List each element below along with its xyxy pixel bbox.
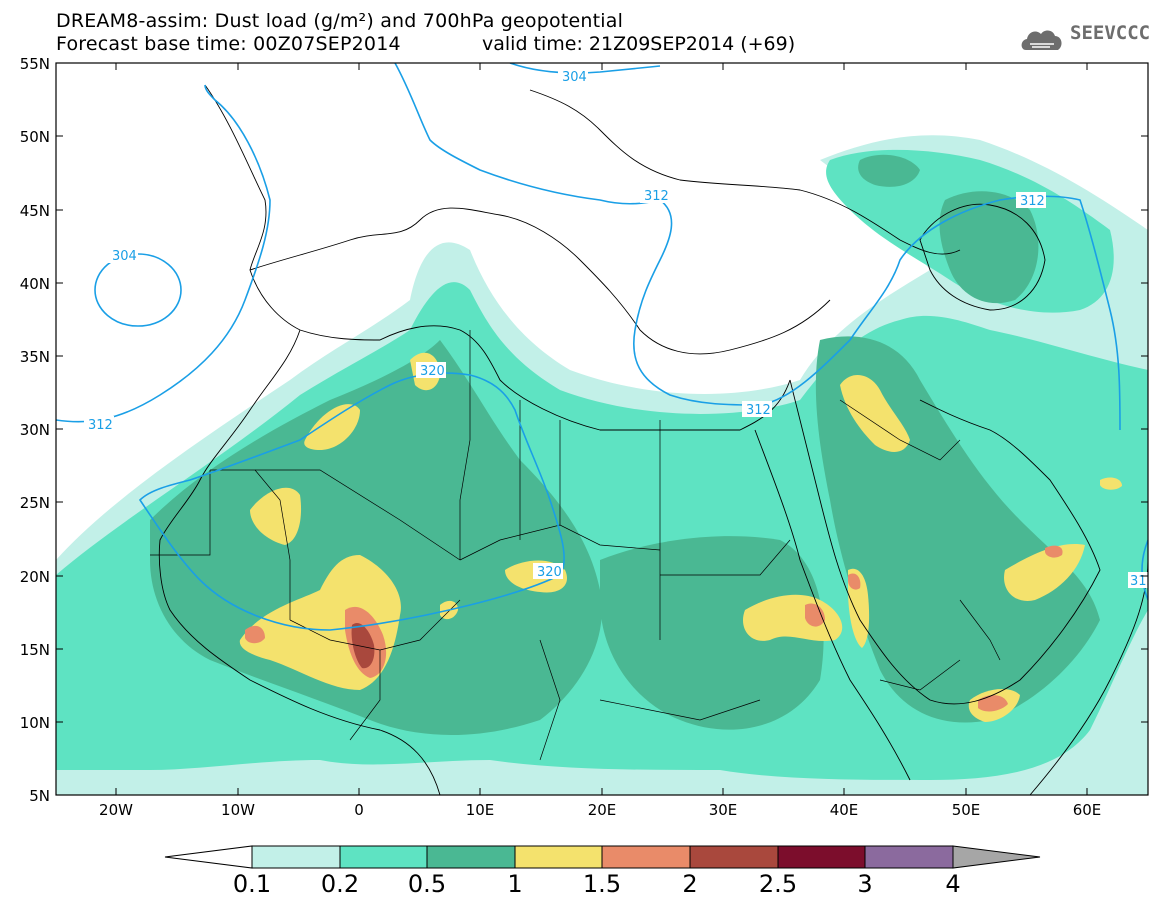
logo-text: SEEVCCC [1070, 22, 1151, 44]
contour-320 [138, 372, 565, 631]
dust-band-1-n1 [304, 404, 360, 450]
lat-label: 25N [20, 494, 50, 512]
contour-label: 312 [88, 418, 113, 433]
geopotential-contours [56, 63, 1148, 631]
forecast-base-time: Forecast base time: 00Z07SEP2014 [56, 33, 401, 55]
dust-band-1-iraq [840, 374, 910, 452]
valid-time: valid time: 21Z09SEP2014 (+69) [482, 33, 796, 55]
lon-label: 10W [221, 801, 255, 819]
colorbar-swatch [864, 845, 954, 869]
contour-312-west [56, 84, 271, 423]
dust-band-2 [351, 622, 375, 669]
dust-field [56, 135, 1148, 795]
lat-label: 55N [20, 55, 50, 73]
dust-band-1-n2 [250, 487, 302, 545]
lon-labels: 20W 10W 0 10E 20E 30E 40E 50E 60E [99, 801, 1101, 819]
colorbar-swatch [514, 845, 603, 869]
lat-label: 50N [20, 128, 50, 146]
contour-304-n2 [509, 63, 661, 74]
lon-label: 30E [709, 801, 738, 819]
contour-label: 312 [746, 403, 771, 418]
colorbar-tick-label: 1 [507, 870, 523, 898]
lat-label: 40N [20, 275, 50, 293]
lon-label: 0 [354, 801, 364, 819]
colorbar-tick-label: 0.5 [407, 870, 447, 898]
contour-label: 304 [562, 70, 587, 85]
contour-312-central [633, 195, 1121, 431]
lon-label: 10E [466, 801, 495, 819]
lat-label: 10N [20, 714, 50, 732]
colorbar-swatch [339, 845, 428, 869]
colorbar-tick-label: 1.5 [582, 870, 622, 898]
map-title: DREAM8-assim: Dust load (g/m²) and 700hP… [56, 10, 624, 32]
colorbar-swatch [251, 845, 341, 869]
lat-label: 15N [20, 641, 50, 659]
contour-label: 312 [644, 189, 669, 204]
colorbar-high-arrow [952, 845, 1041, 869]
contour-label: 304 [112, 249, 137, 264]
dust-band-1.5-c [805, 603, 825, 627]
lon-axis [115, 63, 1088, 795]
lat-label: 30N [20, 421, 50, 439]
colorbar-swatch [777, 845, 866, 869]
colorbar-tick-label: 3 [857, 870, 873, 898]
lon-label: 20W [99, 801, 133, 819]
borders [150, 330, 1001, 761]
dust-band-0.5-ne2 [858, 154, 920, 187]
colorbar-tick-label: 4 [945, 870, 961, 898]
contour-304-north [394, 63, 661, 205]
cloud-logo-icon [1021, 30, 1062, 50]
lon-label: 20E [588, 801, 617, 819]
lon-label: 40E [830, 801, 859, 819]
contour-label-group: 304 312 312 304 320 320 312 312 312 [84, 68, 1155, 589]
lat-axis [56, 62, 1148, 723]
contour-label: 320 [537, 565, 562, 580]
lat-label: 35N [20, 348, 50, 366]
dust-band-0.5-c [600, 536, 824, 730]
dust-band-1-sm2 [1100, 477, 1122, 490]
contour-312-east [1141, 539, 1148, 601]
dust-band-1.5-e [978, 695, 1008, 712]
coastlines [158, 84, 1148, 795]
colorbar-tick-label: 2.5 [758, 870, 798, 898]
colorbar [164, 845, 1041, 869]
lon-label: 60E [1073, 801, 1102, 819]
dust-band-1.5-b [245, 625, 265, 644]
contour-label: 312 [1020, 194, 1045, 209]
lat-label: 45N [20, 202, 50, 220]
colorbar-tick-label: 0.2 [320, 870, 360, 898]
contour-label: 320 [420, 364, 445, 379]
colorbar-swatch [601, 845, 691, 869]
colorbar-swatch [689, 845, 779, 869]
lon-label: 50E [952, 801, 981, 819]
colorbar-swatch [426, 845, 516, 869]
colorbar-tick-label: 0.1 [232, 870, 272, 898]
lat-labels: 55N 50N 45N 40N 35N 30N 25N 20N 15N 10N … [20, 55, 50, 805]
dust-band-1.5-f [1045, 545, 1063, 558]
lat-label: 5N [29, 787, 50, 805]
lat-label: 20N [20, 568, 50, 586]
dust-band-1-oman [1004, 544, 1085, 601]
dust-band-1.5-d [848, 573, 861, 590]
dust-band-0.5-caspian [939, 191, 1039, 304]
seevccc-logo: SEEVCCC [1018, 22, 1150, 44]
colorbar-tick-label: 2 [682, 870, 698, 898]
contour-label: 312 [1130, 574, 1155, 589]
colorbar-low-arrow [164, 845, 253, 869]
